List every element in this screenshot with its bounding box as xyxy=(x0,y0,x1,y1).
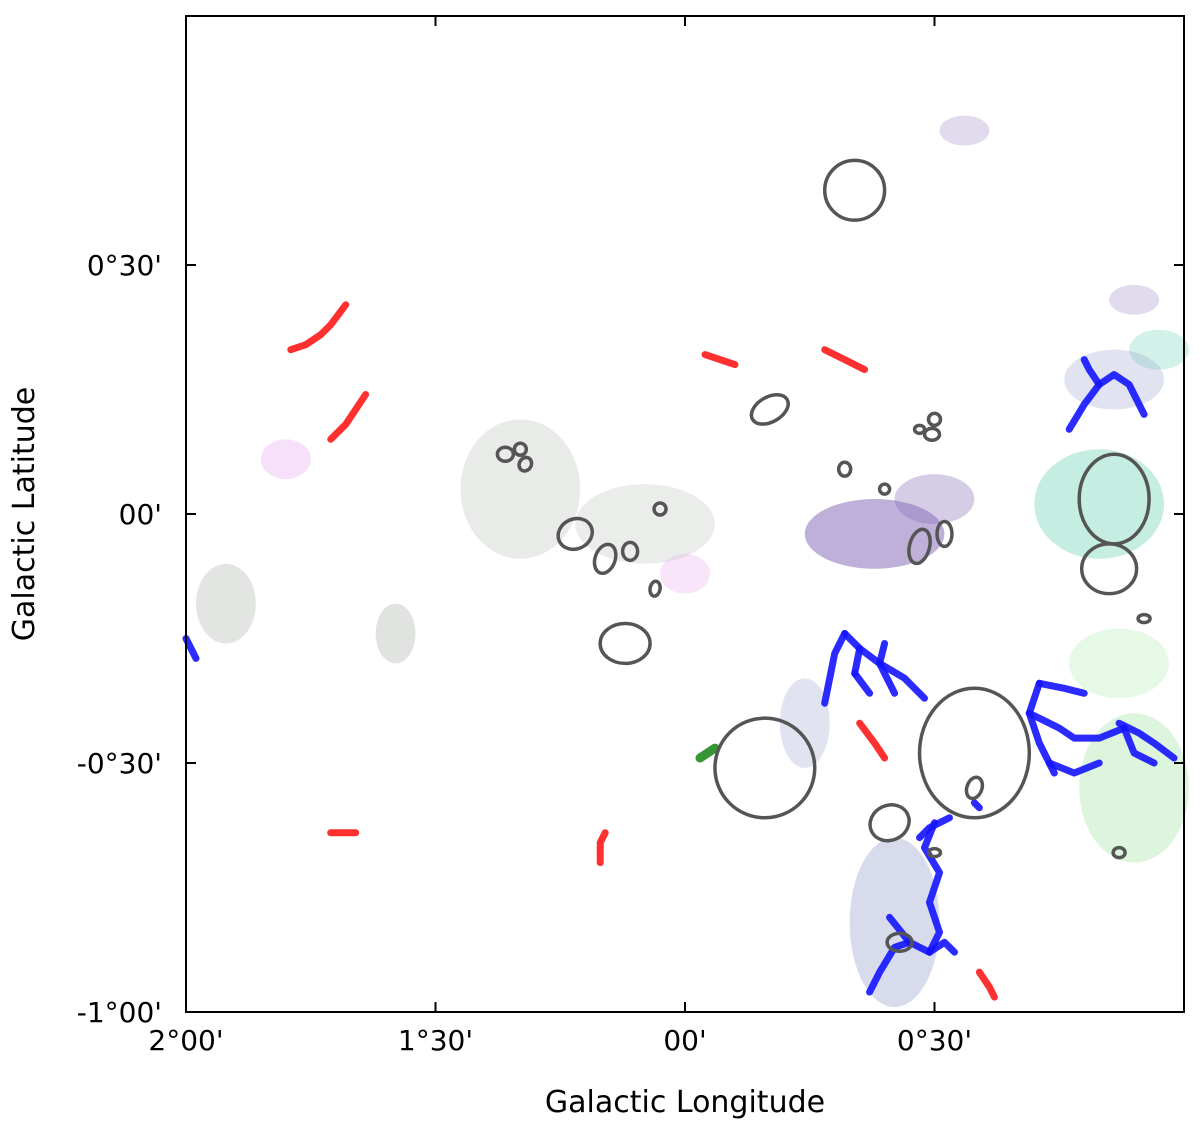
source-ellipse-22 xyxy=(917,686,1032,820)
blue-filament-5 xyxy=(851,645,864,677)
source-ellipses-layer xyxy=(495,158,1152,953)
x-tick-label-2: 00' xyxy=(663,1024,706,1057)
x-axis-title: Galactic Longitude xyxy=(545,1085,825,1120)
source-ellipse-20 xyxy=(598,621,652,666)
source-ellipse-10 xyxy=(652,501,668,517)
blue-filament-1 xyxy=(1080,356,1103,388)
source-ellipse-7 xyxy=(495,445,516,463)
blue-filament-12 xyxy=(886,913,913,946)
y-tick-label-1: 00' xyxy=(119,498,162,531)
emission-cloud-7 xyxy=(1069,628,1170,699)
diffuse-emission-layer xyxy=(195,115,1189,1008)
source-ellipse-0 xyxy=(822,158,887,222)
blue-filaments-layer xyxy=(182,356,1178,996)
blue-filament-15 xyxy=(1035,679,1088,697)
blue-filament-13 xyxy=(916,814,953,842)
source-ellipse-5 xyxy=(836,460,853,478)
source-ellipse-26 xyxy=(885,931,914,953)
blue-filament-3 xyxy=(841,630,899,697)
red-filament-5 xyxy=(596,829,609,867)
blue-filament-10 xyxy=(926,938,958,956)
emission-cloud-11 xyxy=(375,603,416,664)
y-axis-title: Galactic Latitude xyxy=(7,387,42,641)
source-ellipse-12 xyxy=(592,542,618,576)
x-tick-label-3: 0°30' xyxy=(897,1024,972,1057)
source-ellipse-23 xyxy=(964,775,985,801)
emission-cloud-16 xyxy=(779,678,830,768)
blue-filament-19 xyxy=(1115,719,1178,762)
emission-cloud-5 xyxy=(1129,329,1189,370)
red-filament-2 xyxy=(701,351,739,369)
source-ellipse-24 xyxy=(868,803,911,843)
blue-filament-9 xyxy=(921,819,943,956)
source-ellipse-2 xyxy=(926,411,943,428)
source-ellipse-15 xyxy=(907,527,932,566)
source-ellipse-21 xyxy=(713,716,817,820)
source-ellipse-27 xyxy=(1111,845,1127,860)
emission-cloud-10 xyxy=(195,563,256,644)
source-ellipse-3 xyxy=(922,426,942,443)
red-filament-7 xyxy=(975,968,998,1001)
y-tick-label-3: -1°00' xyxy=(77,996,162,1029)
source-ellipse-18 xyxy=(1079,542,1139,596)
source-ellipse-19 xyxy=(1136,612,1152,625)
blue-filament-17 xyxy=(1025,709,1128,742)
red-filament-0 xyxy=(287,301,350,354)
source-ellipse-1 xyxy=(749,392,790,426)
source-ellipse-4 xyxy=(912,423,927,436)
emission-cloud-12 xyxy=(260,439,311,480)
emission-cloud-4 xyxy=(1034,449,1165,559)
emission-cloud-8 xyxy=(460,419,581,559)
red-filament-1 xyxy=(327,391,370,443)
emission-cloud-13 xyxy=(660,553,710,594)
blue-filament-11 xyxy=(866,938,933,996)
source-ellipse-16 xyxy=(935,519,954,549)
source-ellipse-25 xyxy=(926,846,943,859)
blue-filament-0 xyxy=(1065,371,1148,433)
y-ticks: 0°30' 00' -0°30' -1°00' xyxy=(77,249,1184,1029)
blue-filament-6 xyxy=(876,659,928,702)
x-tick-label-0: 2°00' xyxy=(148,1024,223,1057)
x-tick-label-1: 1°30' xyxy=(398,1024,473,1057)
source-ellipse-8 xyxy=(512,441,529,457)
source-ellipse-14 xyxy=(648,579,662,598)
blue-filament-2 xyxy=(182,635,200,662)
y-tick-label-2: -0°30' xyxy=(77,747,162,780)
emission-cloud-1 xyxy=(894,474,975,524)
source-ellipse-9 xyxy=(517,455,534,473)
green-filament-0 xyxy=(695,743,720,763)
y-tick-label-0: 0°30' xyxy=(87,249,162,282)
blue-filament-7 xyxy=(821,630,849,707)
red-filaments-layer xyxy=(287,301,998,1001)
emission-cloud-15 xyxy=(1064,349,1165,410)
source-ellipse-6 xyxy=(877,482,892,496)
source-ellipse-11 xyxy=(556,516,595,552)
green-filaments-layer xyxy=(695,743,720,763)
red-filament-6 xyxy=(856,719,889,762)
blue-filament-14 xyxy=(970,799,983,812)
blue-filament-18 xyxy=(1045,759,1103,777)
x-ticks: 2°00' 1°30' 00' 0°30' xyxy=(148,16,972,1057)
emission-cloud-2 xyxy=(939,115,990,146)
blue-filament-8 xyxy=(851,669,874,697)
source-ellipse-13 xyxy=(620,540,640,563)
blue-filament-20 xyxy=(1120,724,1158,767)
red-filament-3 xyxy=(821,346,869,374)
emission-cloud-3 xyxy=(1109,284,1160,315)
blue-filament-16 xyxy=(1025,679,1058,777)
